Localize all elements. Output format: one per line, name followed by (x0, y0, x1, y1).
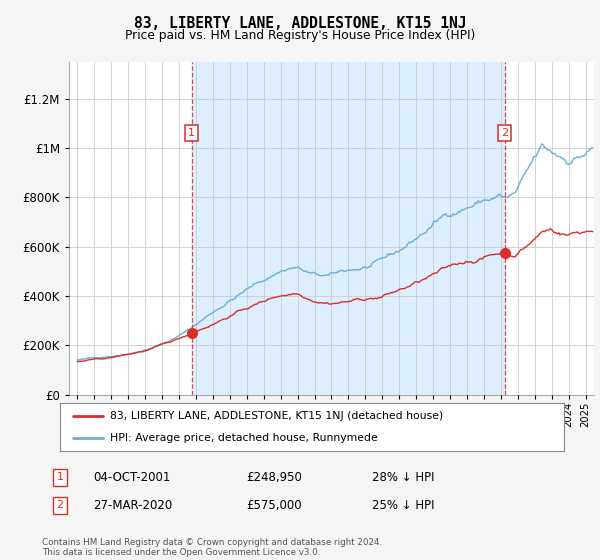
Text: £575,000: £575,000 (246, 498, 302, 512)
Text: HPI: Average price, detached house, Runnymede: HPI: Average price, detached house, Runn… (110, 433, 378, 443)
Text: 2: 2 (56, 500, 64, 510)
Text: 27-MAR-2020: 27-MAR-2020 (93, 498, 172, 512)
Text: 1: 1 (188, 128, 195, 138)
Text: £248,950: £248,950 (246, 470, 302, 484)
Text: 28% ↓ HPI: 28% ↓ HPI (372, 470, 434, 484)
Text: 1: 1 (56, 472, 64, 482)
Text: 83, LIBERTY LANE, ADDLESTONE, KT15 1NJ (detached house): 83, LIBERTY LANE, ADDLESTONE, KT15 1NJ (… (110, 411, 443, 421)
Text: Contains HM Land Registry data © Crown copyright and database right 2024.
This d: Contains HM Land Registry data © Crown c… (42, 538, 382, 557)
Bar (192, 62, 505, 395)
Text: 25% ↓ HPI: 25% ↓ HPI (372, 498, 434, 512)
Text: 04-OCT-2001: 04-OCT-2001 (93, 470, 170, 484)
Text: 2: 2 (501, 128, 508, 138)
Text: 83, LIBERTY LANE, ADDLESTONE, KT15 1NJ: 83, LIBERTY LANE, ADDLESTONE, KT15 1NJ (134, 16, 466, 31)
Text: Price paid vs. HM Land Registry's House Price Index (HPI): Price paid vs. HM Land Registry's House … (125, 29, 475, 42)
